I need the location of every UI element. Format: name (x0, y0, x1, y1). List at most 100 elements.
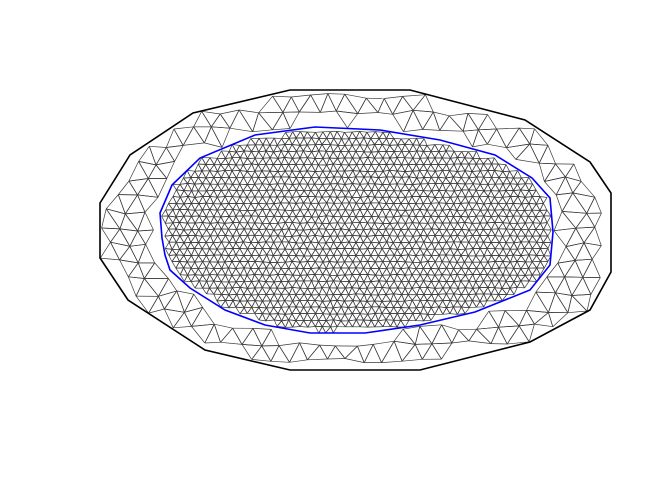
mesh-edge (296, 151, 301, 159)
mesh-edge (336, 131, 345, 133)
mesh-edge (183, 242, 191, 244)
mesh-edge (498, 177, 504, 185)
mesh-edge (517, 183, 526, 185)
mesh-edge (187, 190, 192, 197)
mesh-edge (299, 215, 305, 224)
mesh-edge (289, 176, 297, 179)
mesh-edge (213, 210, 218, 217)
mesh-edge (532, 222, 537, 230)
mesh-edge (345, 190, 350, 197)
mesh-edge (456, 203, 462, 211)
mesh-edge (258, 170, 263, 178)
mesh-edge (284, 151, 289, 158)
mesh-edge (326, 131, 331, 139)
mesh-edge (363, 222, 368, 230)
mesh-edge (393, 228, 401, 231)
mesh-edge (201, 229, 207, 237)
mesh-edge (291, 236, 297, 244)
mesh-edge (344, 177, 349, 185)
mesh-edge (220, 216, 230, 218)
mesh-edge (396, 183, 402, 192)
mesh-edge (457, 171, 462, 178)
mesh-edge (161, 209, 166, 217)
mesh-edge (359, 144, 368, 146)
mesh-edge (359, 209, 364, 217)
mesh-edge (318, 138, 323, 145)
mesh-edge (510, 196, 514, 204)
mesh-edge (396, 157, 402, 166)
mesh-edge (405, 190, 410, 198)
mesh-edge (242, 235, 248, 243)
mesh-edge (288, 249, 293, 256)
mesh-edge (362, 236, 368, 243)
mesh-edge (502, 228, 507, 237)
mesh-edge (517, 223, 522, 230)
mesh-edge (221, 177, 226, 184)
mesh-edge (273, 235, 279, 243)
mesh-edge (266, 189, 274, 191)
mesh-edge (378, 202, 383, 210)
mesh-edge (292, 183, 300, 185)
mesh-edge (330, 138, 335, 145)
mesh-edge (389, 209, 398, 211)
mesh-edge (277, 241, 283, 250)
mesh-edge (450, 158, 455, 165)
mesh-edge (528, 177, 533, 185)
mesh-edge (532, 248, 537, 256)
mesh-edge (164, 223, 169, 230)
mesh-edge (445, 183, 451, 191)
mesh-edge (461, 189, 466, 198)
mesh-edge (315, 138, 320, 145)
mesh-edge (397, 190, 402, 198)
mesh-edge (300, 222, 308, 224)
mesh-edge (288, 131, 294, 139)
mesh-edge (381, 144, 387, 152)
mesh-edge (363, 157, 369, 165)
mesh-edge (243, 177, 248, 185)
mesh-edge (389, 169, 398, 172)
mesh-edge (306, 137, 312, 146)
mesh-edge (262, 248, 268, 255)
mesh-edge (426, 145, 432, 152)
mesh-edge (370, 248, 375, 256)
mesh-edge (408, 164, 413, 172)
mesh-edge (247, 151, 252, 159)
mesh-edge (453, 210, 458, 217)
mesh-edge (176, 241, 185, 244)
mesh-edge (240, 170, 248, 172)
mesh-edge (535, 216, 541, 224)
mesh-edge (295, 216, 301, 224)
mesh-edge (520, 189, 530, 191)
mesh-edge (224, 177, 230, 184)
mesh-edge (337, 151, 342, 159)
mesh-edge (423, 190, 428, 197)
mesh-edge (314, 222, 320, 230)
mesh-edge (475, 248, 481, 256)
mesh-edge (359, 164, 364, 172)
mesh-edge (456, 210, 462, 217)
mesh-edge (483, 190, 489, 197)
mesh-edge (341, 248, 345, 256)
mesh-edge (363, 190, 369, 197)
mesh-edge (180, 196, 189, 198)
mesh-edge (269, 151, 274, 158)
mesh-edge (235, 248, 241, 256)
mesh-edge (209, 170, 215, 178)
mesh-edge (412, 144, 418, 152)
mesh-edge (479, 229, 484, 236)
mesh-edge (285, 216, 290, 223)
mesh-edge (201, 248, 207, 256)
mesh-edge (393, 203, 398, 211)
mesh-edge (326, 163, 334, 166)
mesh-edge (344, 138, 350, 146)
mesh-edge (318, 228, 324, 237)
mesh-edge (457, 189, 463, 197)
mesh-edge (442, 241, 447, 250)
mesh-edge (187, 216, 192, 224)
mesh-edge (442, 177, 447, 184)
mesh-edge (340, 151, 345, 159)
mesh-edge (546, 222, 552, 231)
mesh-edge (194, 190, 199, 198)
mesh-edge (419, 209, 425, 217)
mesh-edge (269, 137, 275, 146)
